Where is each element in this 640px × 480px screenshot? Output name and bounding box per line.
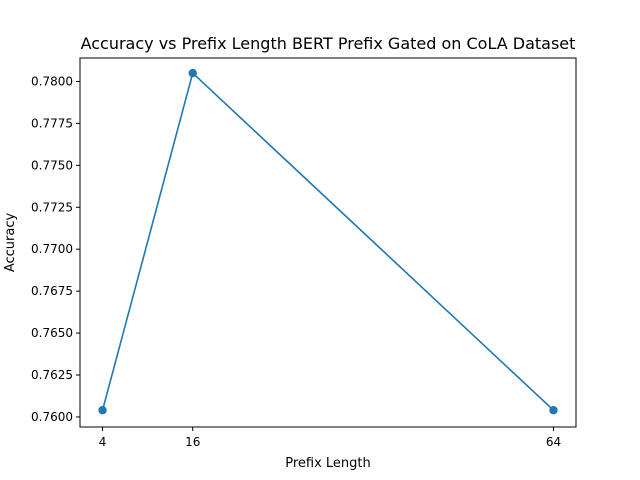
data-point xyxy=(98,406,107,415)
y-tick-label: 0.7675 xyxy=(31,284,73,298)
x-tick-label: 4 xyxy=(99,435,107,449)
y-axis: 0.7600 0.7625 0.7650 0.7675 0.7700 0.7725 0.77… xyxy=(31,74,80,424)
x-tick-label: 16 xyxy=(185,435,200,449)
y-tick-label: 0.7725 xyxy=(31,200,73,214)
x-tick-label: 64 xyxy=(546,435,561,449)
x-axis-label: Prefix Length xyxy=(285,456,371,471)
y-tick-label: 0.7750 xyxy=(31,158,73,172)
chart-title: Accuracy vs Prefix Length BERT Prefix Ga… xyxy=(81,34,576,53)
y-tick-label: 0.7600 xyxy=(31,410,73,424)
x-axis: 4 16 64 xyxy=(99,427,561,449)
plot-area xyxy=(79,57,577,428)
data-point xyxy=(549,406,558,415)
series-layer xyxy=(98,68,558,415)
y-tick-label: 0.7625 xyxy=(31,368,73,382)
y-tick-label: 0.7800 xyxy=(31,74,73,88)
y-axis-label: Accuracy xyxy=(3,213,18,273)
y-tick-label: 0.7650 xyxy=(31,326,73,340)
y-tick-label: 0.7775 xyxy=(31,116,73,130)
y-tick-label: 0.7700 xyxy=(31,242,73,256)
data-point xyxy=(188,68,197,78)
series-line xyxy=(101,71,555,411)
